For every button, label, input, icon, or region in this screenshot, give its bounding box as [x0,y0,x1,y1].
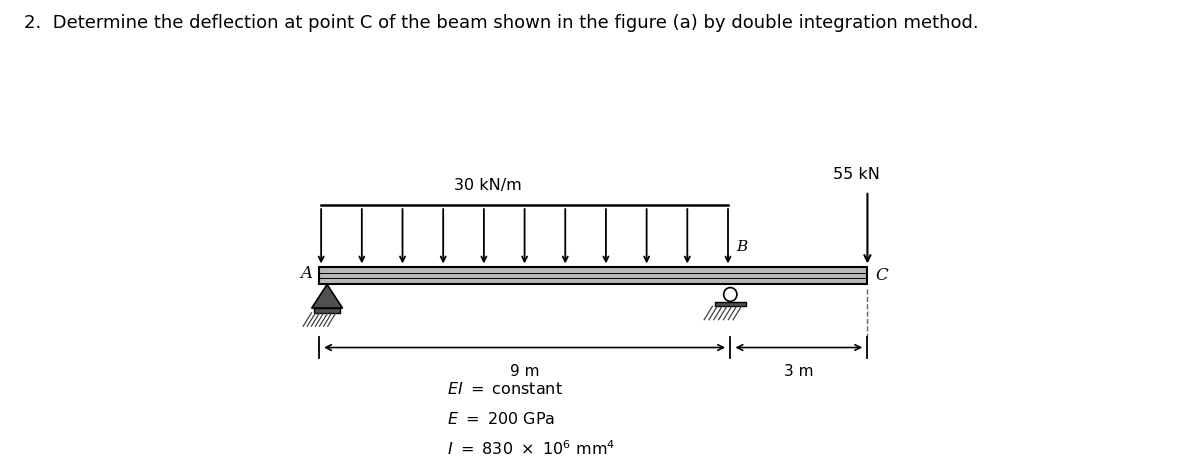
Polygon shape [312,284,342,308]
FancyBboxPatch shape [319,267,868,284]
Text: $I\ =\ 830\ \times\ 10^{6}\ \mathrm{mm}^{4}$: $I\ =\ 830\ \times\ 10^{6}\ \mathrm{mm}^… [446,440,616,459]
Text: 55 kN: 55 kN [833,167,880,182]
Text: 2.  Determine the deflection at point C of the beam shown in the figure (a) by d: 2. Determine the deflection at point C o… [24,14,979,32]
Bar [715,302,746,306]
Circle shape [724,288,737,302]
Text: $EI\ =\ \mathrm{constant}$: $EI\ =\ \mathrm{constant}$ [446,381,563,398]
Bar [313,308,341,313]
Text: B: B [736,240,748,254]
Text: 3 m: 3 m [784,364,814,379]
Text: A: A [300,265,312,282]
Text: 30 kN/m: 30 kN/m [454,178,522,193]
Text: 9 m: 9 m [510,364,539,379]
Text: $E\ =\ 200\ \mathrm{GPa}$: $E\ =\ 200\ \mathrm{GPa}$ [446,411,556,428]
Text: C: C [876,267,888,284]
